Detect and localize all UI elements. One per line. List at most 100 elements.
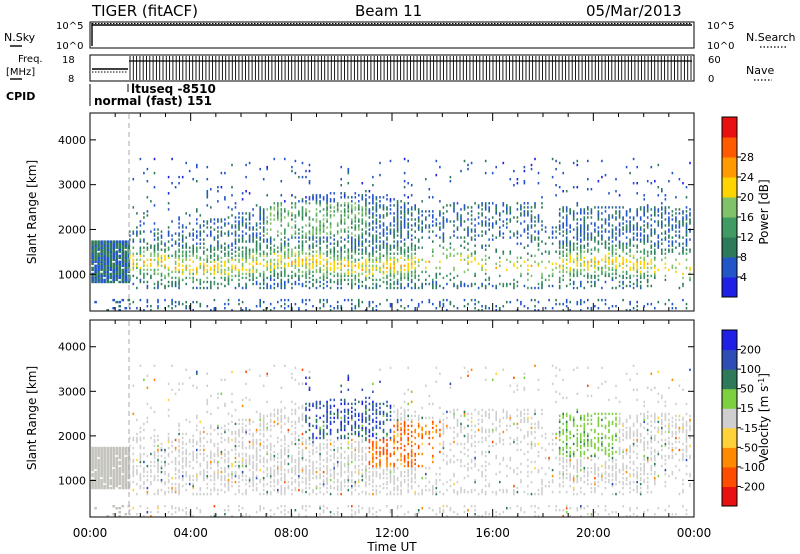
power-cell (351, 226, 353, 229)
power-cell (382, 208, 385, 211)
power-cell (139, 220, 142, 223)
power-cell (615, 268, 617, 272)
power-cell (396, 278, 399, 282)
velocity-cell (178, 484, 180, 488)
power-cell (224, 272, 226, 276)
power-cell (248, 256, 251, 259)
power-cell (428, 282, 431, 286)
power-cell (241, 230, 244, 233)
power-cell (375, 250, 378, 253)
power-cell (629, 248, 631, 251)
power-cell (597, 232, 600, 235)
power-cell (421, 246, 423, 249)
power-cell (400, 226, 402, 229)
power-cell (255, 258, 258, 261)
power-cell (622, 276, 624, 280)
power-cell (234, 246, 237, 249)
power-cell (171, 302, 173, 306)
power-cell (340, 248, 342, 251)
power-cell (121, 254, 125, 257)
velocity-cell (127, 505, 131, 508)
velocity-cell (196, 440, 198, 444)
power-cell (97, 242, 100, 245)
power-cell (238, 270, 240, 274)
velocity-cell (227, 464, 230, 468)
velocity-cell (124, 446, 128, 450)
power-cell (206, 190, 209, 193)
power-cell (622, 242, 624, 245)
velocity-cell (171, 450, 173, 454)
power-cell (407, 246, 409, 249)
power-cell (308, 210, 311, 213)
power-cell (671, 244, 674, 247)
power-cell (112, 264, 115, 267)
power-cell (308, 266, 311, 270)
power-cell (453, 208, 455, 211)
power-cell (580, 218, 582, 221)
power-cell (192, 252, 194, 255)
power-cell (112, 268, 115, 272)
power-cell (248, 218, 251, 221)
power-cell (273, 258, 276, 261)
power-cell (439, 212, 441, 215)
power-cell (284, 216, 286, 219)
power-cell (266, 260, 268, 263)
power-cell (196, 246, 198, 249)
power-cell (185, 266, 187, 270)
power-cell (375, 202, 378, 205)
velocity-cell (118, 446, 121, 450)
power-cell (488, 238, 490, 241)
power-cell (181, 260, 184, 263)
power-cell (245, 307, 247, 310)
power-cell (481, 246, 483, 249)
power-cell (354, 214, 357, 217)
power-cell (121, 256, 125, 259)
power-cell (322, 222, 325, 225)
velocity-cell (213, 472, 216, 476)
power-cell (196, 300, 198, 304)
power-cell (580, 212, 582, 215)
power-cell (580, 252, 582, 255)
velocity-cell (192, 454, 194, 458)
velocity-cell (220, 474, 223, 478)
power-cell (569, 300, 571, 304)
power-cell (361, 232, 364, 235)
power-cell (185, 252, 187, 255)
power-cell (139, 268, 142, 272)
power-cell (319, 270, 321, 274)
power-cell (291, 254, 293, 257)
power-cell (322, 282, 325, 286)
power-cell (544, 266, 547, 270)
velocity-cell (227, 482, 230, 486)
power-cell (343, 208, 346, 211)
power-cell (495, 262, 497, 265)
power-cell (347, 202, 350, 205)
velocity-cell (203, 474, 205, 478)
velocity-cell (139, 505, 142, 508)
power-cell (646, 278, 649, 282)
power-cell (403, 276, 406, 280)
power-cell (491, 222, 494, 225)
power-cell (308, 252, 311, 255)
power-cell (403, 186, 406, 189)
power-cell (587, 188, 589, 191)
power-cell (319, 250, 321, 253)
velocity-cell (150, 468, 152, 472)
power-cell (393, 270, 395, 274)
power-cell (284, 230, 286, 233)
power-cell (407, 224, 409, 227)
power-cell (516, 298, 519, 302)
power-cell (245, 175, 247, 179)
power-cell (301, 244, 304, 247)
power-cell (301, 252, 304, 255)
power-cell (91, 260, 94, 263)
power-cell (425, 266, 427, 270)
power-cell (305, 274, 307, 278)
power-cell (639, 276, 642, 280)
power-cell (298, 274, 300, 278)
power-cell (382, 276, 385, 280)
power-cell (269, 222, 272, 225)
velocity-cell (103, 466, 106, 470)
velocity-cell (129, 480, 131, 484)
power-cell (386, 260, 388, 263)
